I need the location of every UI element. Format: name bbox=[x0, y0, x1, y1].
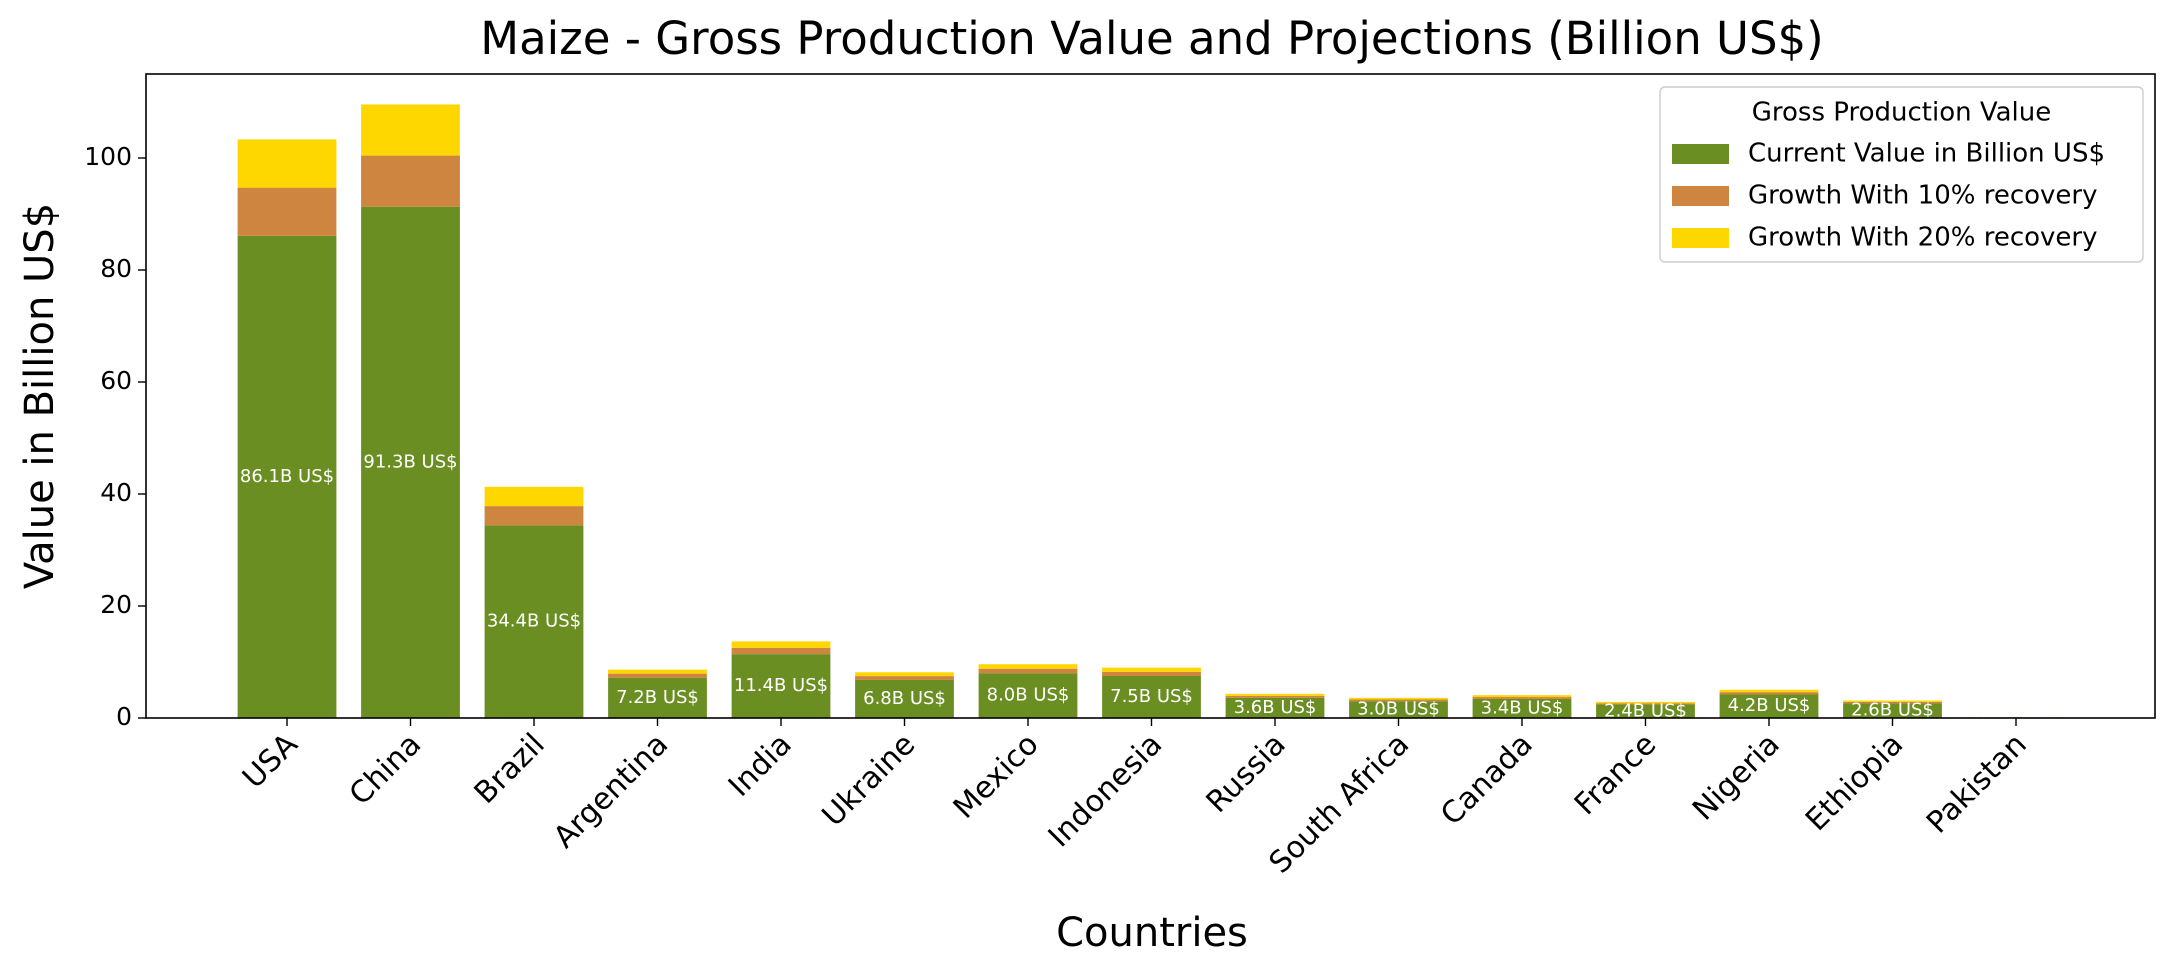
bar-segment bbox=[1596, 704, 1695, 718]
x-tick-label: China bbox=[343, 727, 428, 812]
bar-segment bbox=[731, 647, 831, 655]
bar-segment bbox=[1719, 692, 1819, 695]
y-tick-label: 80 bbox=[100, 254, 132, 283]
bar-segment bbox=[1349, 697, 1448, 700]
y-tick-label: 100 bbox=[84, 142, 132, 171]
plot-frame bbox=[145, 73, 2156, 719]
x-tick-label: Ethiopia bbox=[1799, 727, 1910, 838]
bar-segment bbox=[1472, 695, 1572, 698]
value-label: 91.3B US$ bbox=[363, 451, 457, 472]
bar-segment bbox=[237, 235, 337, 718]
x-tick-label: France bbox=[1568, 727, 1663, 822]
bar-segment bbox=[1349, 701, 1448, 718]
value-label: 7.5B US$ bbox=[1110, 686, 1193, 707]
value-label: 11.4B US$ bbox=[734, 675, 828, 696]
legend-label: Growth With 10% recovery bbox=[1748, 181, 2098, 211]
x-tick-label: Mexico bbox=[947, 727, 1046, 826]
bar-segment bbox=[361, 206, 460, 718]
bar-segment bbox=[361, 104, 460, 156]
bar-segment bbox=[978, 668, 1078, 674]
bar-segment bbox=[1225, 697, 1325, 718]
value-label: 2.4B US$ bbox=[1604, 700, 1687, 721]
legend-box bbox=[1659, 86, 2144, 263]
x-axis-label: Countries bbox=[1056, 910, 1248, 956]
legend-swatch bbox=[1672, 144, 1729, 164]
x-tick-label: Pakistan bbox=[1920, 727, 2034, 841]
bar-segment bbox=[1472, 698, 1572, 718]
bar-segment bbox=[1719, 694, 1819, 718]
bar-segment bbox=[1843, 700, 1942, 702]
bar-segment bbox=[608, 669, 707, 674]
x-tick-label: Canada bbox=[1434, 727, 1539, 832]
bar-segment bbox=[484, 525, 584, 718]
x-tick-label: Ukraine bbox=[815, 727, 922, 834]
y-axis-label: Value in Billion US$ bbox=[17, 203, 63, 589]
bar-segment bbox=[978, 664, 1078, 669]
value-label: 86.1B US$ bbox=[240, 466, 334, 487]
legend-swatch bbox=[1672, 228, 1729, 248]
x-tick-label: India bbox=[722, 727, 799, 804]
x-tick-label: Argentina bbox=[547, 727, 675, 855]
bar-segment bbox=[1843, 703, 1942, 718]
value-label: 2.6B US$ bbox=[1851, 700, 1934, 721]
legend-title: Gross Production Value bbox=[1752, 98, 2052, 128]
x-tick-label: Brazil bbox=[468, 727, 552, 811]
value-label: 6.8B US$ bbox=[863, 688, 946, 709]
y-tick-label: 20 bbox=[100, 590, 132, 619]
bar-segment bbox=[1596, 701, 1695, 704]
bar-segment bbox=[361, 155, 460, 207]
bar-segment bbox=[1102, 671, 1201, 676]
y-tick-label: 60 bbox=[100, 366, 132, 395]
bar-segment bbox=[978, 673, 1078, 718]
bar-segment bbox=[484, 506, 584, 526]
value-label: 7.2B US$ bbox=[616, 687, 699, 708]
legend-swatch bbox=[1672, 186, 1729, 206]
bar-segment bbox=[731, 641, 831, 648]
value-label: 34.4B US$ bbox=[487, 611, 581, 632]
x-tick-label: Russia bbox=[1200, 727, 1293, 820]
bar-segment bbox=[484, 486, 584, 507]
bar-segment bbox=[608, 673, 707, 678]
x-tick-label: USA bbox=[236, 727, 305, 796]
bar-segment bbox=[1225, 693, 1325, 696]
bar-segment bbox=[731, 654, 831, 718]
x-tick-label: Indonesia bbox=[1042, 727, 1169, 854]
bar-segment bbox=[237, 139, 337, 188]
chart-title: Maize - Gross Production Value and Proje… bbox=[480, 12, 1823, 65]
legend-label: Current Value in Billion US$ bbox=[1748, 139, 2105, 169]
value-label: 4.2B US$ bbox=[1728, 695, 1811, 716]
bar-segment bbox=[855, 676, 954, 680]
bar-segment bbox=[1225, 695, 1325, 698]
value-label: 3.4B US$ bbox=[1481, 697, 1564, 718]
bar-segment bbox=[608, 677, 707, 718]
bar-segment bbox=[1102, 667, 1201, 672]
bar-segment bbox=[855, 679, 954, 718]
bar-segment bbox=[1102, 676, 1201, 718]
value-label: 3.6B US$ bbox=[1234, 697, 1317, 718]
bar-segment bbox=[1596, 703, 1695, 705]
bar-segment bbox=[1472, 697, 1572, 699]
legend-label: Growth With 20% recovery bbox=[1748, 223, 2098, 253]
x-tick-label: Nigeria bbox=[1686, 727, 1787, 828]
bar-segment bbox=[1349, 699, 1448, 702]
value-label: 8.0B US$ bbox=[987, 685, 1070, 706]
y-tick-label: 40 bbox=[100, 478, 132, 507]
bar-segment bbox=[855, 672, 954, 677]
bar-segment bbox=[237, 187, 337, 236]
bar-segment bbox=[1843, 701, 1942, 704]
value-label: 3.0B US$ bbox=[1357, 699, 1440, 720]
y-tick-label: 0 bbox=[116, 702, 132, 731]
bar-segment bbox=[1719, 689, 1819, 693]
